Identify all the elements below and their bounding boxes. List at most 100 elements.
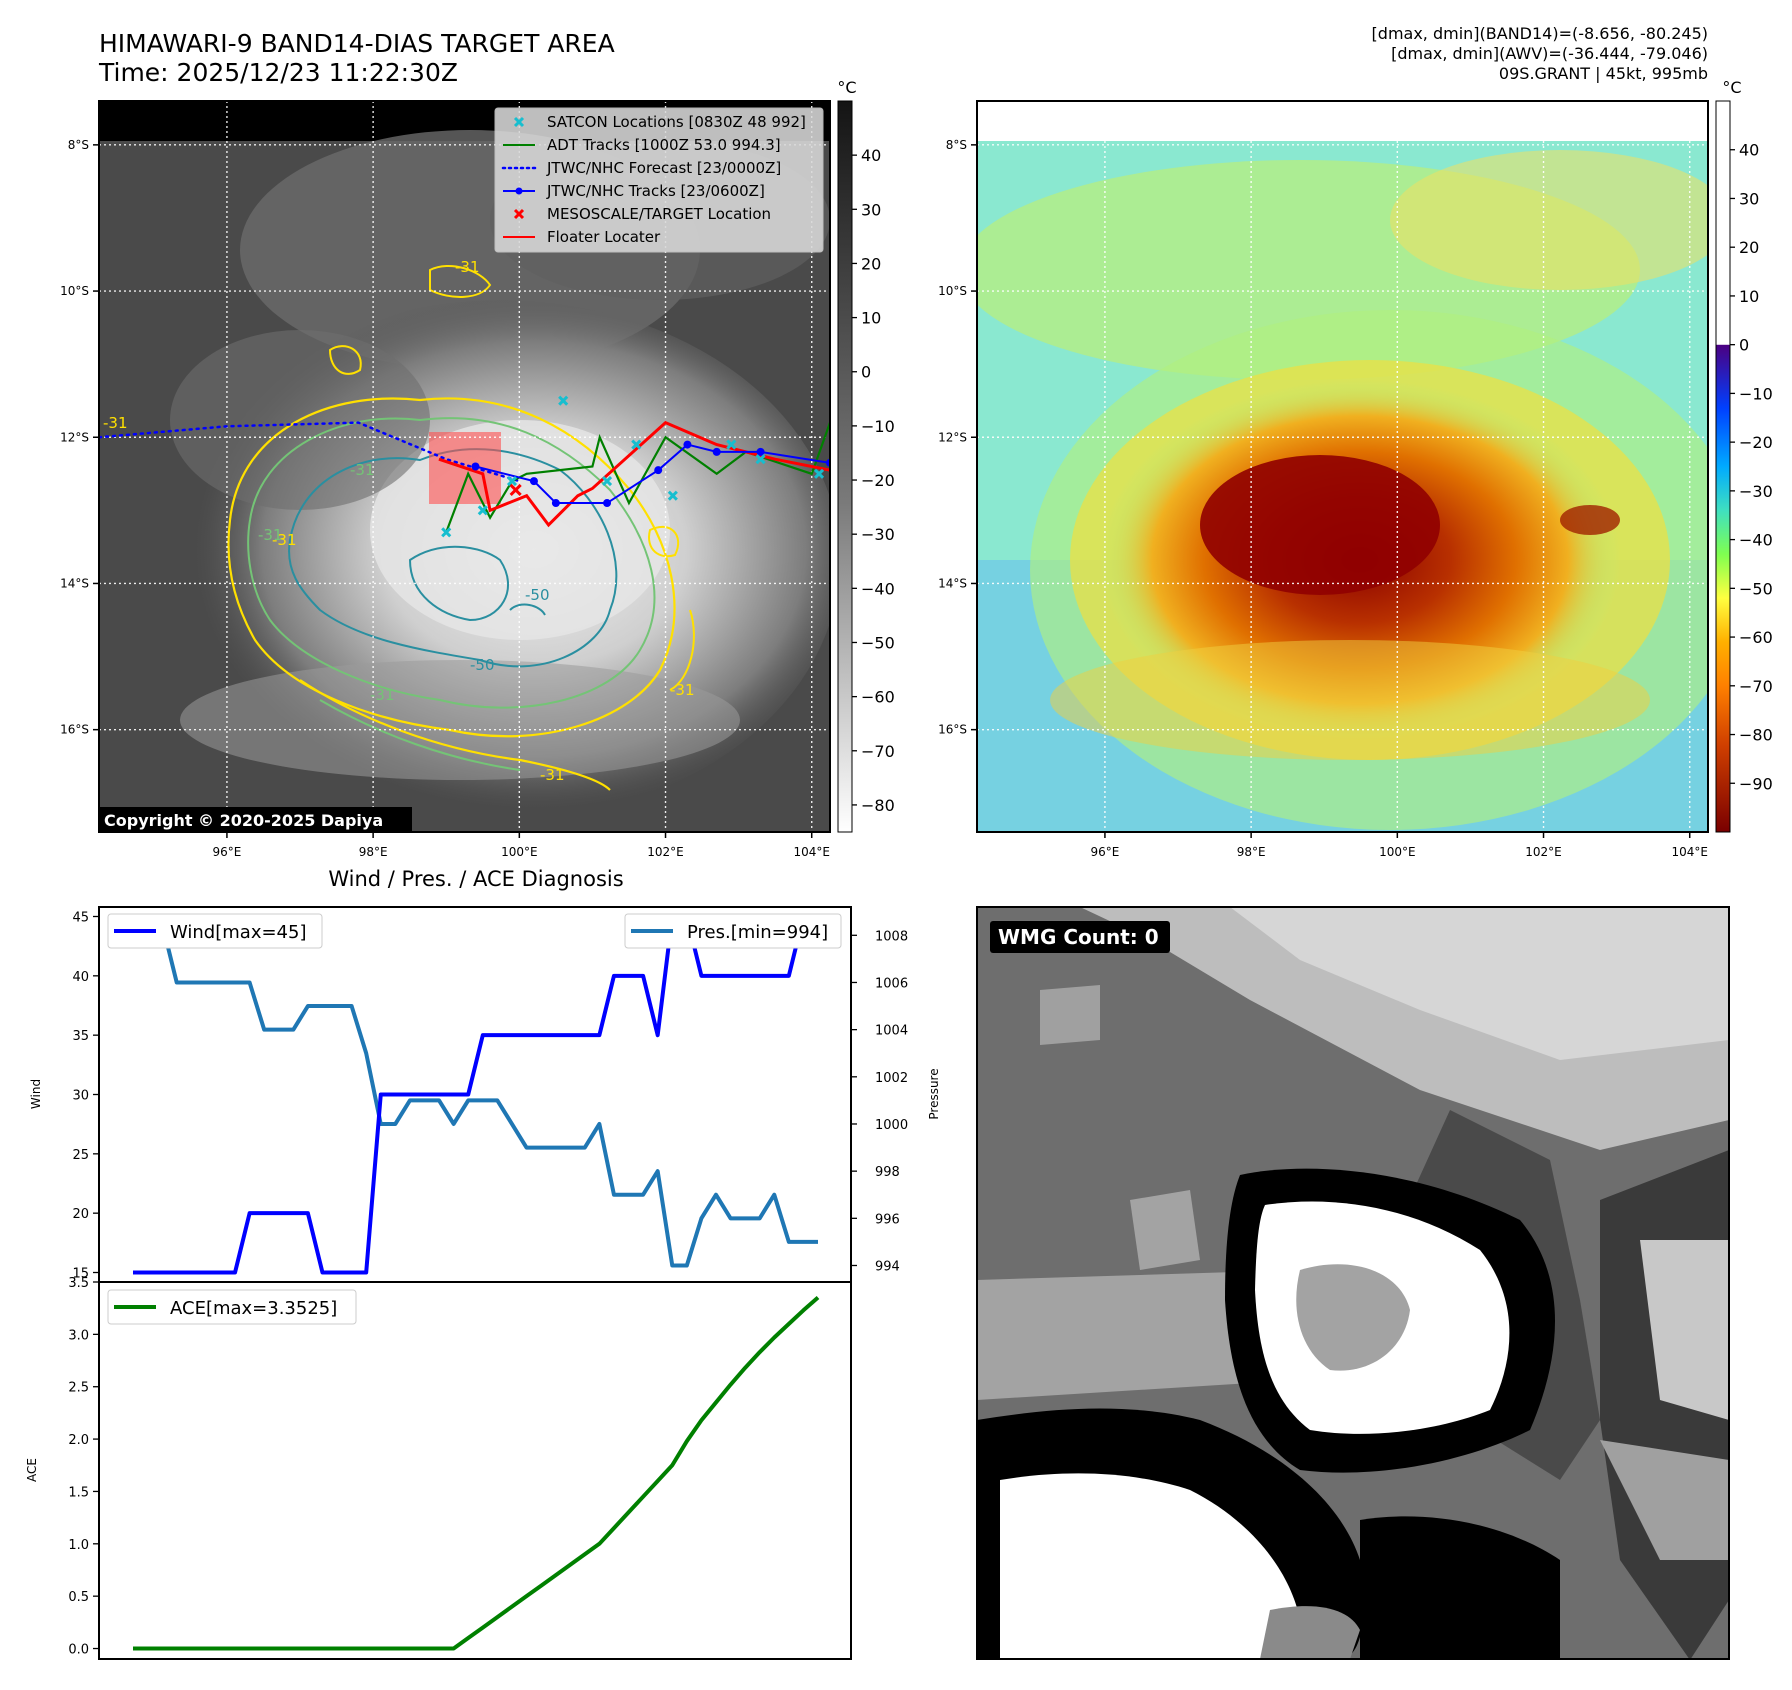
wind-tick-label: 35 [72, 1029, 89, 1044]
lon-tick-label: 98°E [359, 845, 388, 859]
legend-label: ADT Tracks [1000Z 53.0 994.3] [547, 136, 781, 154]
legend-item: JTWC/NHC Tracks [23/0600Z] [503, 182, 765, 200]
satcon-location [506, 476, 518, 487]
jtwc-track-point [683, 440, 692, 449]
lon-tick-label: 98°E [1237, 845, 1266, 859]
satcon-location [477, 505, 488, 516]
contour-label: -31 [540, 766, 565, 784]
copyright-box [99, 807, 412, 832]
wmg-frame [976, 906, 1730, 1660]
pressure-tick-label: 1002 [875, 1071, 908, 1086]
lon-tick-label: 96°E [1090, 845, 1119, 859]
ir-map-frame [98, 100, 831, 833]
target-location [509, 483, 522, 496]
colorbar-tick-label: −80 [1739, 726, 1773, 745]
colorbar-tick-label: −80 [861, 796, 895, 815]
colorbar-tick-label: 10 [1739, 287, 1759, 306]
colorbar-tick-label: −40 [861, 579, 895, 598]
legend-item: ADT Tracks [1000Z 53.0 994.3] [503, 136, 781, 154]
contour-label: -31 [103, 414, 128, 432]
colorbar-tick-label: −70 [861, 742, 895, 761]
stats-band14: [dmax, dmin](BAND14)=(-8.656, -80.245) [1372, 24, 1708, 43]
colorbar-tick-label: 0 [861, 363, 871, 382]
colorbar-tick-label: −70 [1739, 677, 1773, 696]
lat-tick-label: 8°S [946, 138, 967, 152]
legend-label: Floater Locater [547, 228, 661, 246]
pressure-tick-label: 1000 [875, 1118, 908, 1133]
ir-map-ticks: 96°E 98°E 100°E 102°E 104°E 8°S 10°S 12°S 14°S 16… [60, 138, 830, 859]
wind-tick-label: 25 [72, 1148, 89, 1163]
lon-tick-label: 100°E [1379, 845, 1416, 859]
satcon-location [667, 490, 678, 501]
legend-item: JTWC/NHC Forecast [23/0000Z] [501, 159, 781, 177]
copyright: Copyright © 2020-2025 Dapiya [104, 811, 383, 830]
colorbar-tick-label: −10 [1739, 384, 1773, 403]
wind-tick-label: 20 [72, 1207, 89, 1222]
wind-pressure-axes [98, 906, 852, 1283]
ace-tick-label: 1.5 [68, 1485, 89, 1500]
ace-legend-label: ACE[max=3.3525] [170, 1298, 337, 1319]
pressure-tick-label: 1006 [875, 976, 908, 991]
satcon-location [726, 439, 737, 450]
floater-track [438, 420, 830, 528]
jtwc-track-point [654, 466, 663, 475]
satcon-location [631, 439, 642, 450]
wind-legend-label: Wind[max=45] [170, 922, 307, 943]
wind-tick-label: 40 [72, 970, 89, 985]
lat-tick-label: 10°S [938, 284, 967, 298]
lat-tick-label: 16°S [938, 723, 967, 737]
colorbar-tick-label: 20 [1739, 238, 1759, 257]
lat-tick-label: 14°S [938, 576, 967, 590]
pressure-tick-label: 998 [875, 1165, 900, 1180]
contour-label: -50 [470, 656, 495, 674]
ace-tick-label: 0.0 [68, 1643, 89, 1658]
contour-label: -50 [525, 586, 550, 604]
ace-tick-label: 1.0 [68, 1538, 89, 1553]
wmg-count: WMG Count: 0 [998, 925, 1159, 949]
colorbar-left: °C 40 30 20 10 0 −10 −20 −30 −40 −50 −60 −70 −80 [837, 78, 895, 833]
ace-axis-label: ACE [25, 1458, 39, 1482]
legend-item: Floater Locater [503, 228, 661, 246]
jtwc-track-point [756, 447, 765, 456]
legend-marker [513, 116, 525, 128]
wind-line [133, 914, 818, 1275]
diagnosis-title: Wind / Pres. / ACE Diagnosis [328, 867, 623, 891]
colorbar-tick-label: −60 [861, 688, 895, 707]
lat-tick-label: 14°S [60, 576, 89, 590]
stats-storm: 09S.GRANT | 45kt, 995mb [1499, 64, 1708, 83]
lon-tick-label: 104°E [1671, 845, 1708, 859]
jtwc-track-point [603, 499, 612, 508]
ir-map-panel: -31 -31 -31 -31 -31 -31 -31 -50 -50 -31 … [60, 100, 831, 859]
colorbar-tick-label: −90 [1739, 774, 1773, 793]
lat-tick-label: 16°S [60, 723, 89, 737]
pressure-tick-label: 996 [875, 1212, 900, 1227]
wmg-imagery [977, 907, 1729, 1659]
jtwc-track-point [471, 462, 480, 471]
lon-tick-label: 102°E [647, 845, 684, 859]
wmg-label-box [990, 921, 1170, 953]
satcon-location [755, 454, 766, 465]
color-map-imagery [977, 101, 1708, 832]
stats-awv: [dmax, dmin](AWV)=(-36.444, -79.046) [1391, 44, 1708, 63]
colorbar-tick-label: 40 [861, 146, 881, 165]
colorbar-tick-label: −40 [1739, 531, 1773, 550]
wmg-panel: WMG Count: 0 [976, 906, 1730, 1660]
legend-label: MESOSCALE/TARGET Location [547, 205, 771, 223]
legend-label: SATCON Locations [0830Z 48 992] [547, 113, 806, 131]
jtwc-track-point [529, 477, 538, 486]
lat-tick-label: 10°S [60, 284, 89, 298]
colorbar-tick-label: −30 [1739, 482, 1773, 501]
legend-label: JTWC/NHC Tracks [23/0600Z] [546, 182, 765, 200]
lat-tick-label: 12°S [60, 430, 89, 444]
legend-marker [515, 187, 523, 195]
colorbar-tick-label: 10 [861, 309, 881, 328]
wind-legend [107, 913, 323, 949]
pressure-tick-label: 1008 [875, 929, 908, 944]
color-map-frame [976, 100, 1709, 833]
ace-tick-label: 2.5 [68, 1381, 89, 1396]
colorbar-left-bar [837, 100, 853, 833]
lat-tick-label: 12°S [938, 430, 967, 444]
colorbar-right-bar [1715, 100, 1731, 833]
contour-label: -31 [370, 686, 395, 704]
